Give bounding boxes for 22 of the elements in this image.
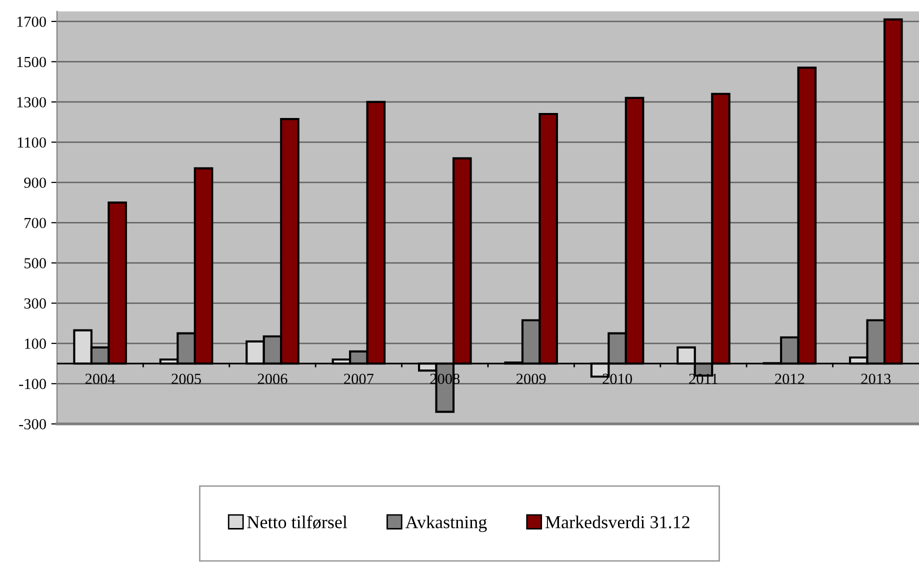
legend-label: Markedsverdi 31.12 <box>545 516 690 528</box>
x-tick-label: 2009 <box>516 374 546 384</box>
x-tick-label: 2010 <box>602 374 632 384</box>
y-tick-label: 900 <box>24 178 46 188</box>
legend-label: Netto tilførsel <box>247 515 348 529</box>
x-tick-label: 2005 <box>172 374 201 384</box>
y-tick-label: 500 <box>24 258 46 268</box>
y-tick-label: 1100 <box>18 137 46 148</box>
y-tick-label: 700 <box>24 218 46 228</box>
x-tick-label: 2012 <box>775 374 804 384</box>
x-tick-label: 2013 <box>861 374 891 384</box>
legend-label: Avkastning <box>405 516 487 532</box>
y-tick-label: -100 <box>19 378 46 390</box>
y-tick-label: 100 <box>24 338 46 349</box>
y-tick-label: 1300 <box>17 97 46 108</box>
y-tick-label: 1500 <box>17 56 46 68</box>
x-tick-label: 2007 <box>344 374 374 384</box>
y-tick-label: 1700 <box>17 16 46 27</box>
y-tick-label: -300 <box>19 419 46 430</box>
x-tick-label: 2004 <box>85 374 116 384</box>
y-tick-label: 300 <box>24 298 46 309</box>
x-tick-label: 2006 <box>258 374 288 384</box>
